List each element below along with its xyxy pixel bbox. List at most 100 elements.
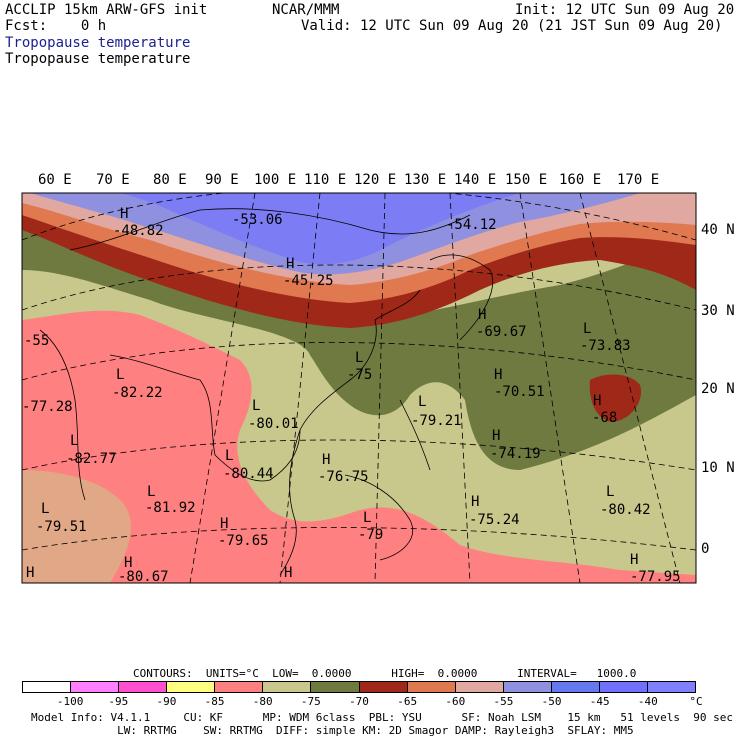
extremum-mark: L: [363, 510, 372, 526]
extremum-value: -79.51: [36, 519, 87, 535]
lon-label: 90 E: [205, 172, 239, 188]
extremum-value: -54.12: [446, 217, 497, 233]
colorbar-label: -65: [397, 695, 418, 708]
extremum-value: -79.21: [411, 413, 462, 429]
map-frame: [21, 192, 697, 584]
extremum-value: -77.95: [630, 569, 681, 585]
extremum-mark: L: [116, 367, 125, 383]
graticule: [22, 193, 696, 583]
colorbar-label: -40: [637, 695, 658, 708]
colorbar-swatch: [407, 682, 456, 692]
extremum-mark: H: [494, 367, 503, 383]
extremum-value: -68: [592, 410, 618, 426]
coastlines: [39, 208, 494, 576]
extremum-mark: H: [322, 452, 331, 468]
colorbar-boxes: [22, 681, 696, 693]
extremum-mark: H: [478, 307, 487, 323]
colorbar-swatch: [503, 682, 552, 692]
extremum-mark: H: [630, 552, 639, 568]
lon-label: 80 E: [153, 172, 187, 188]
extremum-value: -73.83: [580, 338, 631, 354]
extremum-value: -82.22: [112, 385, 163, 401]
extremum-value: -80.01: [248, 416, 299, 432]
colorbar-label: -90: [156, 695, 177, 708]
field-title-shaded: Tropopause temperature: [5, 35, 191, 51]
extremum-mark: H: [593, 393, 602, 409]
colorbar-swatch: [215, 682, 264, 692]
lon-label: 170 E: [617, 172, 660, 188]
extremum-value: -79.65: [218, 533, 269, 549]
extremum-value: -45.25: [283, 273, 334, 289]
lon-label: 120 E: [354, 172, 397, 188]
extremum-mark: L: [583, 321, 592, 337]
extremum-value: -53.06: [232, 212, 283, 228]
colorbar-swatch: [551, 682, 600, 692]
colorbar-swatch: [455, 682, 504, 692]
colorbar-swatch: [311, 682, 360, 692]
colorbar-label: -50: [541, 695, 562, 708]
extremum-mark: H: [220, 516, 229, 532]
colorbar-labels: -100 -95 -90 -85 -80 -75 -70 -65 -60 -55 -50 -45 -40…: [22, 695, 703, 709]
colorbar-swatch: [599, 682, 649, 692]
extremum-mark: L: [606, 484, 615, 500]
extremum-mark: L: [41, 501, 50, 517]
lat-label: 0: [701, 541, 710, 557]
lon-label: 70 E: [96, 172, 130, 188]
colorbar: [22, 681, 696, 693]
colorbar-swatch: [167, 682, 216, 692]
lon-label: 60 E: [38, 172, 72, 188]
lon-label: 140 E: [454, 172, 497, 188]
colorbar-label: -80: [252, 695, 273, 708]
extremum-value: -80.44: [223, 466, 274, 482]
colorbar-swatch: [359, 682, 408, 692]
lat-label: 30 N: [701, 303, 735, 319]
colorbar-label: -100: [56, 695, 84, 708]
valid-time: Valid: 12 UTC Sun 09 Aug 20 (21 JST Sun …: [301, 18, 723, 34]
center-name: NCAR/MMM: [272, 2, 340, 18]
lat-label: 10 N: [701, 460, 735, 476]
colorbar-label: -45: [589, 695, 610, 708]
colorbar-swatch: [119, 682, 168, 692]
extremum-mark: L: [147, 484, 156, 500]
field-title: Tropopause temperature: [5, 51, 191, 67]
lat-label: 20 N: [701, 381, 735, 397]
lat-label: 40 N: [701, 222, 735, 238]
extremum-mark: H: [124, 555, 133, 571]
extremum-value: -48.82: [113, 223, 164, 239]
extremum-value: -80.67: [118, 569, 169, 585]
model-info-line2: LW: RRTMG SW: RRTMG DIFF: simple KM: 2D …: [31, 724, 634, 737]
extremum-mark: L: [418, 394, 427, 410]
extremum-mark: H: [492, 428, 501, 444]
extremum-mark: L: [225, 448, 234, 464]
colorbar-swatch: [71, 682, 120, 692]
colorbar-label: -70: [349, 695, 369, 708]
extremum-value: -81.92: [145, 500, 196, 516]
model-info-line1: Model Info: V4.1.1 CU: KF MP: WDM 6class…: [31, 711, 733, 724]
extremum-value: -74.19: [490, 446, 541, 462]
colorbar-label: -55: [493, 695, 514, 708]
extremum-mark: L: [355, 350, 364, 366]
extremum-value: -80.42: [600, 502, 651, 518]
colorbar-swatch: [263, 682, 312, 692]
colorbar-swatch: [648, 682, 696, 692]
extremum-value: -55: [24, 333, 50, 349]
extremum-value: -77.28: [22, 399, 73, 415]
extremum-mark: H: [471, 494, 480, 510]
lon-label: 110 E: [304, 172, 347, 188]
colorbar-label: -75: [300, 695, 321, 708]
lon-label: 100 E: [254, 172, 297, 188]
colorbar-label: -60: [445, 695, 466, 708]
extremum-mark: H: [286, 256, 295, 272]
extremum-mark: H: [26, 565, 35, 581]
extremum-value: -82.77: [66, 451, 117, 467]
extremum-value: -75: [347, 367, 373, 383]
colorbar-label: -85: [204, 695, 225, 708]
extremum-mark: H: [284, 565, 293, 581]
extremum-value: -70.51: [494, 384, 545, 400]
extremum-value: -75.24: [469, 512, 520, 528]
extremum-mark: L: [70, 433, 79, 449]
lon-label: 160 E: [559, 172, 602, 188]
lon-label: 150 E: [505, 172, 548, 188]
colorbar-swatch: [23, 682, 72, 692]
